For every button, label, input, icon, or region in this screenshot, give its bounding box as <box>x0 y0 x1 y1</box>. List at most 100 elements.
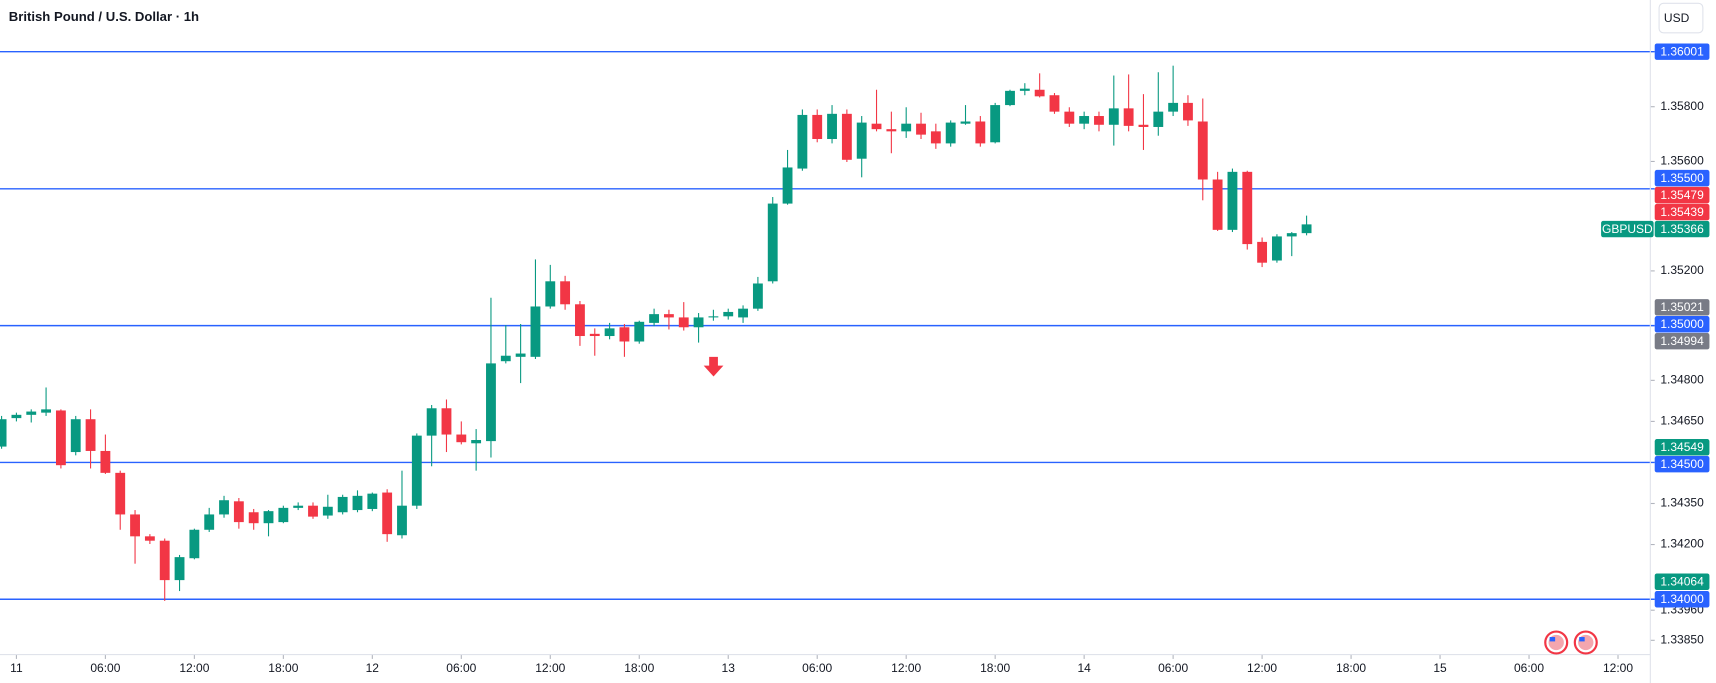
candle-body <box>278 507 289 523</box>
price-tag-label: 1.34000 <box>1660 592 1704 606</box>
candle-body <box>708 316 719 318</box>
candle-body <box>663 314 674 318</box>
candle-body <box>649 314 660 323</box>
candle-body <box>397 505 407 536</box>
event-flag[interactable] <box>1573 630 1598 655</box>
plot-layer: 1.35800 1.35600 1.35200 1.34800 1.34650 1.343… <box>0 51 1704 675</box>
candle-body <box>100 450 111 473</box>
event-flag[interactable] <box>1544 630 1569 655</box>
price-tag <box>1654 169 1710 187</box>
candle-body <box>159 540 170 581</box>
x-tick-label: 06:00 <box>90 661 120 675</box>
candle-body <box>41 409 52 413</box>
candle-body <box>456 434 467 443</box>
price-tag-label: 1.35479 <box>1660 188 1704 202</box>
candle-body <box>352 495 363 511</box>
y-tick-label: 1.35600 <box>1660 154 1704 168</box>
candle-body <box>975 121 986 144</box>
candle-body <box>693 317 704 328</box>
price-tag-label: 1.35000 <box>1660 317 1704 331</box>
candle-body <box>901 123 912 132</box>
candle-body <box>560 281 571 305</box>
candle-body <box>782 167 793 204</box>
candle-body <box>827 113 837 140</box>
candle-body <box>1108 108 1119 125</box>
y-tick-label: 1.35200 <box>1660 263 1704 277</box>
x-tick-label: 11 <box>10 661 23 675</box>
currency-label[interactable]: USD <box>1664 11 1690 25</box>
price-tag-label: 1.34994 <box>1660 334 1704 348</box>
candle-body <box>767 203 778 282</box>
candle-body <box>85 419 96 451</box>
candle-body <box>841 113 852 160</box>
y-tick-label: 1.34650 <box>1660 414 1704 428</box>
candle-body <box>812 114 823 140</box>
candle-body <box>604 328 615 337</box>
candle-body <box>752 283 763 309</box>
candle-body <box>930 131 941 144</box>
x-tick-label: 14 <box>1077 661 1091 675</box>
x-tick-label: 18:00 <box>1336 661 1366 675</box>
price-tag <box>1654 203 1710 221</box>
price-tag-label: 1.36001 <box>1660 44 1704 58</box>
candle-body <box>382 492 393 535</box>
price-tag-label: 1.35021 <box>1660 300 1704 314</box>
candle-body <box>1034 89 1045 97</box>
candle-body <box>293 505 304 508</box>
y-tick-label: 1.35800 <box>1660 99 1704 113</box>
candle-body <box>634 321 645 342</box>
candle-body <box>0 419 7 447</box>
price-tag <box>1654 43 1710 60</box>
candle-body <box>219 500 229 515</box>
candle-body <box>1138 124 1149 127</box>
currency-button[interactable] <box>1658 2 1704 34</box>
candle-body <box>1257 241 1268 263</box>
candle-body <box>916 123 926 135</box>
candle-body <box>248 512 259 524</box>
candle-body <box>575 304 585 337</box>
candle-body <box>441 408 452 435</box>
candle-body <box>1079 116 1090 124</box>
candle-body <box>308 505 318 517</box>
price-tag-label: 1.34500 <box>1660 457 1704 471</box>
candle-body <box>115 472 126 515</box>
candle-body <box>530 306 541 357</box>
candle-body <box>174 557 185 581</box>
candle-body <box>960 121 971 124</box>
x-tick-label: 06:00 <box>802 661 832 675</box>
x-tick-label: 12:00 <box>179 661 209 675</box>
price-tag <box>1654 316 1710 333</box>
candle-body <box>515 353 526 357</box>
candle-body <box>1064 111 1075 124</box>
candle-body <box>1168 102 1179 112</box>
candle-body <box>471 440 482 444</box>
x-tick-label: 13 <box>722 661 736 675</box>
candle-body <box>1242 171 1253 245</box>
price-tag-label: 1.34549 <box>1660 440 1704 454</box>
y-tick-label: 1.34800 <box>1660 373 1704 387</box>
candle-body <box>426 408 437 436</box>
price-tag-label: 1.35439 <box>1660 205 1704 219</box>
price-tag-label: 1.35500 <box>1660 171 1704 185</box>
x-tick-label: 12:00 <box>891 661 921 675</box>
price-tag <box>1654 439 1710 456</box>
price-tag <box>1654 591 1710 608</box>
candle-body <box>26 411 37 415</box>
x-tick-label: 15 <box>1433 661 1447 675</box>
candle-body <box>1005 90 1015 106</box>
symbol-tag <box>1601 220 1654 238</box>
candle-body <box>486 363 496 442</box>
candle-body <box>856 122 867 159</box>
candle-body <box>871 123 882 130</box>
candle-body <box>990 105 1001 143</box>
candle-body <box>1272 236 1282 261</box>
x-tick-label: 12:00 <box>1603 661 1633 675</box>
candle-body <box>233 501 244 523</box>
candle-body <box>411 435 422 506</box>
candle-body <box>1227 171 1238 230</box>
candle-body <box>1123 108 1134 126</box>
x-tick-label: 12:00 <box>1247 661 1277 675</box>
